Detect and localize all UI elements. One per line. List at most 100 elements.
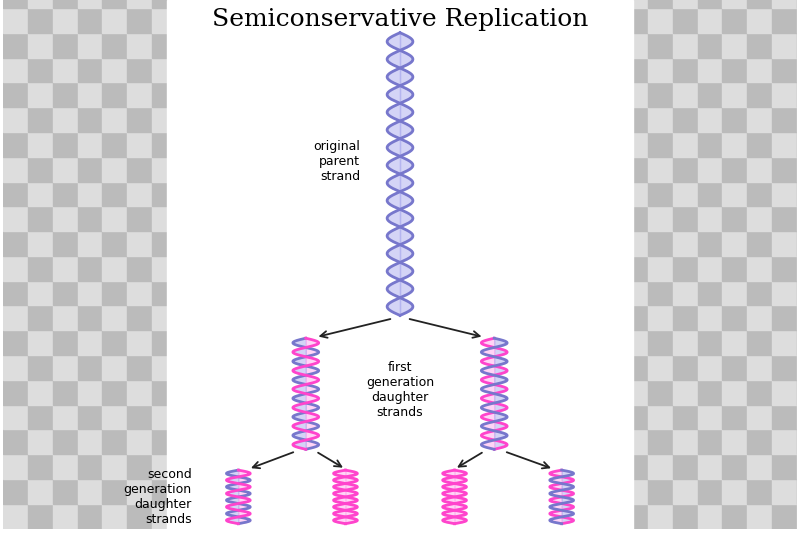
Bar bbox=[673, 132, 698, 157]
Bar bbox=[28, 504, 53, 529]
Bar bbox=[276, 132, 301, 157]
Bar bbox=[202, 58, 226, 82]
Bar bbox=[450, 430, 474, 454]
Bar bbox=[574, 206, 598, 231]
Bar bbox=[78, 132, 102, 157]
Bar bbox=[797, 8, 800, 33]
Bar bbox=[375, 281, 400, 305]
Bar bbox=[301, 504, 326, 529]
Bar bbox=[301, 33, 326, 58]
Bar bbox=[797, 405, 800, 430]
Bar bbox=[598, 0, 623, 8]
Bar bbox=[102, 33, 127, 58]
Bar bbox=[152, 0, 177, 8]
Bar bbox=[152, 380, 177, 405]
Bar bbox=[598, 256, 623, 281]
Bar bbox=[797, 33, 800, 58]
Bar bbox=[698, 206, 722, 231]
Bar bbox=[276, 256, 301, 281]
Bar bbox=[202, 8, 226, 33]
Bar bbox=[598, 330, 623, 355]
Bar bbox=[28, 380, 53, 405]
Bar bbox=[400, 355, 425, 380]
Bar bbox=[499, 82, 524, 107]
Bar bbox=[53, 157, 78, 182]
Bar bbox=[499, 132, 524, 157]
Bar bbox=[226, 33, 251, 58]
Bar bbox=[549, 454, 574, 479]
Bar bbox=[524, 405, 549, 430]
Bar bbox=[499, 58, 524, 82]
Bar bbox=[598, 231, 623, 256]
Bar bbox=[301, 107, 326, 132]
Bar bbox=[474, 479, 499, 504]
Bar bbox=[772, 107, 797, 132]
Bar bbox=[797, 58, 800, 82]
Bar bbox=[350, 504, 375, 529]
Bar bbox=[251, 430, 276, 454]
Bar bbox=[425, 504, 450, 529]
Bar bbox=[474, 355, 499, 380]
Bar bbox=[177, 405, 202, 430]
Bar bbox=[127, 330, 152, 355]
Bar bbox=[623, 355, 648, 380]
Text: Semiconservative Replication: Semiconservative Replication bbox=[212, 8, 588, 31]
Bar bbox=[499, 256, 524, 281]
Bar bbox=[648, 0, 673, 8]
Bar bbox=[747, 58, 772, 82]
Bar bbox=[797, 380, 800, 405]
Bar bbox=[400, 305, 425, 330]
Bar bbox=[78, 454, 102, 479]
Bar bbox=[177, 33, 202, 58]
Bar bbox=[276, 504, 301, 529]
Bar bbox=[425, 182, 450, 206]
Bar bbox=[574, 0, 598, 8]
Bar bbox=[450, 33, 474, 58]
Bar bbox=[574, 330, 598, 355]
Bar bbox=[350, 405, 375, 430]
Bar bbox=[127, 256, 152, 281]
Bar bbox=[499, 206, 524, 231]
Bar bbox=[772, 0, 797, 8]
Bar bbox=[474, 0, 499, 8]
Bar bbox=[772, 182, 797, 206]
Bar bbox=[648, 405, 673, 430]
Bar bbox=[549, 281, 574, 305]
Bar bbox=[251, 355, 276, 380]
Bar bbox=[53, 355, 78, 380]
Bar bbox=[549, 33, 574, 58]
Bar bbox=[152, 206, 177, 231]
Bar bbox=[251, 479, 276, 504]
Bar bbox=[326, 504, 350, 529]
Bar bbox=[177, 305, 202, 330]
Bar bbox=[3, 330, 28, 355]
Bar bbox=[450, 405, 474, 430]
Bar bbox=[400, 33, 425, 58]
Bar bbox=[301, 305, 326, 330]
Bar bbox=[78, 82, 102, 107]
Bar bbox=[102, 430, 127, 454]
Bar bbox=[772, 231, 797, 256]
Bar bbox=[53, 454, 78, 479]
Bar bbox=[350, 107, 375, 132]
Bar bbox=[797, 454, 800, 479]
Bar bbox=[673, 355, 698, 380]
Bar bbox=[549, 405, 574, 430]
Bar bbox=[326, 8, 350, 33]
Bar bbox=[177, 504, 202, 529]
Bar bbox=[127, 182, 152, 206]
Bar bbox=[623, 405, 648, 430]
Bar bbox=[574, 305, 598, 330]
Bar bbox=[276, 281, 301, 305]
Bar bbox=[276, 454, 301, 479]
Bar bbox=[524, 0, 549, 8]
Bar bbox=[251, 380, 276, 405]
Bar bbox=[326, 281, 350, 305]
Bar bbox=[375, 504, 400, 529]
Bar bbox=[673, 479, 698, 504]
Bar bbox=[400, 504, 425, 529]
Bar bbox=[673, 157, 698, 182]
Bar bbox=[78, 33, 102, 58]
Bar bbox=[3, 454, 28, 479]
Bar bbox=[226, 504, 251, 529]
